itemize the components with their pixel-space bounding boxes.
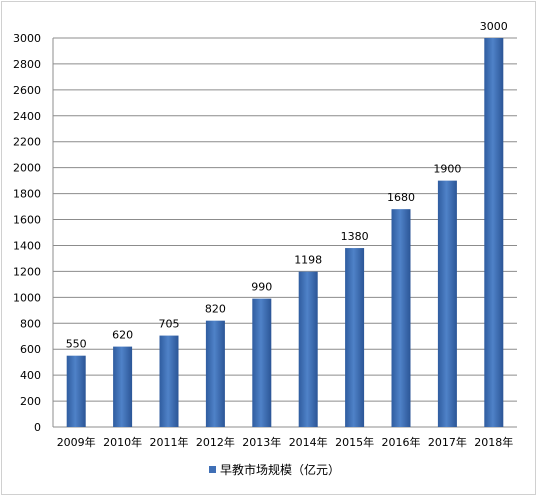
x-tick-label: 2010年 [103,435,142,449]
bar-2 [159,335,179,427]
bar-5 [298,271,318,427]
x-tick-label: 2015年 [335,435,374,449]
data-label: 820 [205,303,226,316]
legend: 早教市场规模（亿元） [209,462,340,477]
x-tick-label: 2018年 [474,435,513,449]
data-label: 620 [112,329,133,342]
x-tick-label: 2017年 [428,435,467,449]
legend-label: 早教市场规模（亿元） [220,462,340,477]
y-tick-label: 1200 [13,265,41,278]
y-tick-label: 1600 [13,214,41,227]
y-tick-label: 1000 [13,291,41,304]
bar-8 [437,180,457,427]
bars [66,38,504,427]
y-tick-label: 1400 [13,239,41,252]
y-tick-label: 2600 [13,84,41,97]
data-label: 990 [251,281,272,294]
data-label: 1900 [433,163,461,176]
x-axis-ticks: 2009年 2010年 2011年 2012年 2013年 2014年 2015年 2016年… [57,435,514,449]
y-tick-label: 2000 [13,162,41,175]
x-tick-label: 2014年 [289,435,328,449]
bar-3 [205,320,225,427]
x-tick-label: 2011年 [150,435,189,449]
data-label: 1680 [387,191,415,204]
legend-swatch [209,466,216,473]
y-tick-label: 1800 [13,188,41,201]
x-tick-label: 2013年 [242,435,281,449]
y-tick-label: 600 [20,343,41,356]
x-tick-label: 2012年 [196,435,235,449]
y-tick-label: 800 [20,317,41,330]
bar-7 [391,209,411,427]
bar-4 [252,298,272,427]
y-tick-label: 3000 [13,32,41,45]
data-label: 3000 [480,20,508,33]
bar-1 [113,346,133,427]
bar-9 [484,38,504,427]
data-label: 550 [66,338,87,351]
data-label: 1380 [341,230,369,243]
y-tick-label: 2200 [13,136,41,149]
y-tick-label: 400 [20,369,41,382]
bar-0 [66,355,86,427]
y-tick-label: 0 [34,421,41,434]
y-tick-label: 2800 [13,58,41,71]
data-labels: 550 620 705 820 990 1198 1380 1680 1900 3000 [66,20,508,351]
y-tick-label: 2400 [13,110,41,123]
data-label: 1198 [294,254,322,267]
bar-6 [345,248,365,427]
y-axis-ticks: 0 200 400 600 800 1000 1200 1400 1600 1800 2000 220… [13,32,41,434]
y-tick-label: 200 [20,395,41,408]
data-label: 705 [159,318,180,331]
x-tick-label: 2009年 [57,435,96,449]
x-tick-label: 2016年 [382,435,421,449]
